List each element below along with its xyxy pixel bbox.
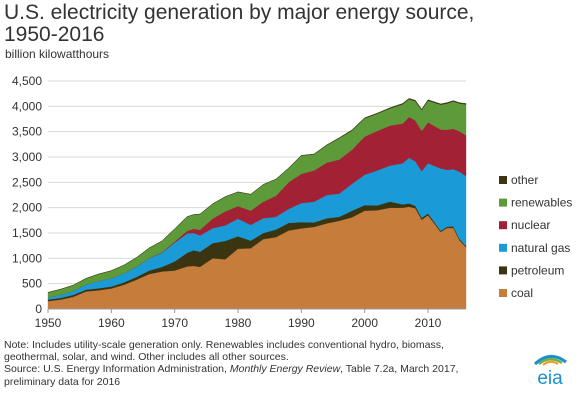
logo-arc-blue (533, 355, 567, 366)
x-tick-label: 2000 (351, 316, 378, 330)
source-text: Source: U.S. Energy Information Administ… (4, 363, 474, 387)
y-tick-label: 3,000 (12, 150, 42, 164)
legend-label: nuclear (511, 218, 550, 232)
source-italic: Monthly Energy Review (229, 363, 341, 376)
note-text: Note: Includes utility-scale generation … (4, 339, 444, 364)
logo-text: eia (537, 368, 563, 389)
legend-label: petroleum (511, 263, 564, 277)
x-tick-label: 2010 (415, 316, 442, 330)
chart-subtitle: billion kilowatthours (5, 47, 110, 61)
legend: other renewables nuclear natural gas petrole… (499, 173, 572, 300)
logo-arc-orange (542, 360, 559, 366)
eia-logo: eia (533, 355, 567, 389)
legend-swatch (499, 198, 507, 207)
logo-arc-green (538, 358, 563, 365)
stacked-areas (47, 98, 467, 310)
source-suffix: , Table 7.2a, March 2017, preliminary da… (4, 363, 459, 388)
y-tick-label: 0 (35, 302, 42, 316)
x-tick-label: 1970 (161, 316, 188, 330)
x-tick-label: 1960 (98, 316, 125, 330)
legend-swatch (499, 176, 507, 184)
legend-label: other (511, 173, 538, 187)
legend-swatch (499, 266, 507, 275)
legend-label: natural gas (511, 241, 570, 255)
legend-label: coal (511, 286, 533, 300)
legend-swatch (499, 221, 507, 230)
y-tick-label: 4,000 (12, 99, 42, 113)
area-series-other (47, 98, 467, 293)
x-tick-label: 1980 (225, 316, 252, 330)
y-tick-label: 3,500 (12, 125, 42, 139)
legend-label: renewables (511, 196, 572, 210)
chart-notes: Note: Includes utility-scale generation … (4, 339, 474, 388)
legend-swatch (499, 289, 507, 297)
y-tick-label: 500 (22, 277, 42, 291)
y-tick-label: 4,500 (12, 74, 42, 88)
y-tick-label: 1,500 (12, 226, 42, 240)
source-prefix: Source: U.S. Energy Information Administ… (4, 363, 230, 376)
y-tick-label: 1,000 (12, 251, 42, 265)
legend-swatch (499, 243, 507, 252)
chart-title: U.S. electricity generation by major ene… (4, 1, 475, 46)
y-tick-label: 2,000 (12, 201, 42, 215)
y-tick-label: 2,500 (12, 175, 42, 189)
axes: 0 500 1,000 1,500 2,000 2,500 3,000 3,500 4,000 4… (12, 74, 466, 330)
x-tick-label: 1950 (35, 316, 62, 330)
x-tick-label: 1990 (288, 316, 315, 330)
area-chart: 0 500 1,000 1,500 2,000 2,500 3,000 3,500 4,000 4… (12, 74, 572, 330)
